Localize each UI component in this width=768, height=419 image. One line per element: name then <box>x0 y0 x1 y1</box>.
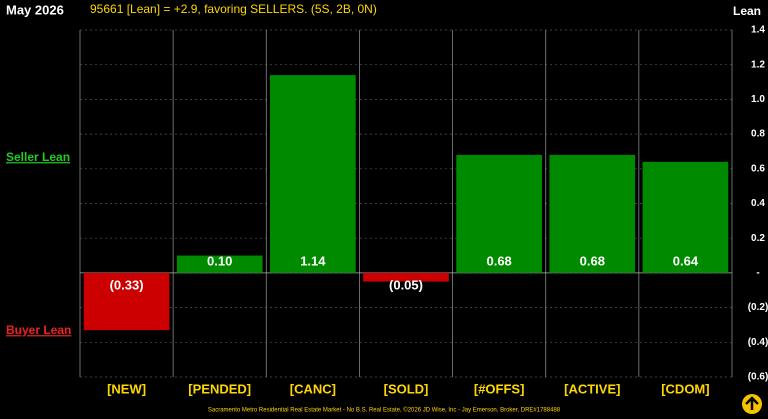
y-tick-label: 0.4 <box>751 198 765 209</box>
y-tick-label: (0.6) <box>748 372 768 383</box>
bar <box>270 75 356 273</box>
y-axis-label: Lean <box>733 4 761 18</box>
value-label: (0.33) <box>110 277 144 292</box>
x-tick-label: [PENDED] <box>188 381 251 396</box>
x-tick-label: [#OFFS] <box>474 381 525 396</box>
value-label: 0.64 <box>673 253 699 268</box>
chart-subtitle: 95661 [Lean] = +2.9, favoring SELLERS. (… <box>90 2 377 16</box>
value-label: 0.68 <box>580 253 605 268</box>
bar <box>83 272 170 331</box>
x-tick-label: [CANC] <box>290 381 336 396</box>
x-tick-label: [SOLD] <box>384 381 429 396</box>
chart-title: May 2026 <box>6 2 64 17</box>
logo <box>742 394 762 414</box>
y-tick-label: 0.8 <box>751 129 765 140</box>
y-tick-label: 1.2 <box>751 59 765 70</box>
bar <box>176 255 263 273</box>
value-label: 0.10 <box>207 253 232 268</box>
y-tick-label: 0.2 <box>751 233 765 244</box>
x-tick-label: [NEW] <box>107 381 146 396</box>
y-tick-label: 0.6 <box>751 163 765 174</box>
bar <box>363 272 449 282</box>
bar <box>456 154 542 273</box>
y-tick-label: - <box>756 268 759 279</box>
value-label: 1.14 <box>300 253 326 268</box>
annotation: Seller Lean <box>6 150 70 164</box>
footer: Sacramento Metro Residential Real Estate… <box>208 407 561 414</box>
bar <box>549 154 636 273</box>
y-tick-label: 1.4 <box>751 25 765 36</box>
x-tick-label: [ACTIVE] <box>564 381 620 396</box>
bar <box>642 161 729 273</box>
y-tick-label: 1.0 <box>751 94 765 105</box>
y-tick-label: (0.4) <box>748 337 768 348</box>
value-label: 0.68 <box>486 253 511 268</box>
value-label: (0.05) <box>389 277 423 292</box>
y-tick-label: (0.2) <box>748 302 768 313</box>
annotation: Buyer Lean <box>6 323 71 337</box>
x-tick-label: [CDOM] <box>661 381 709 396</box>
